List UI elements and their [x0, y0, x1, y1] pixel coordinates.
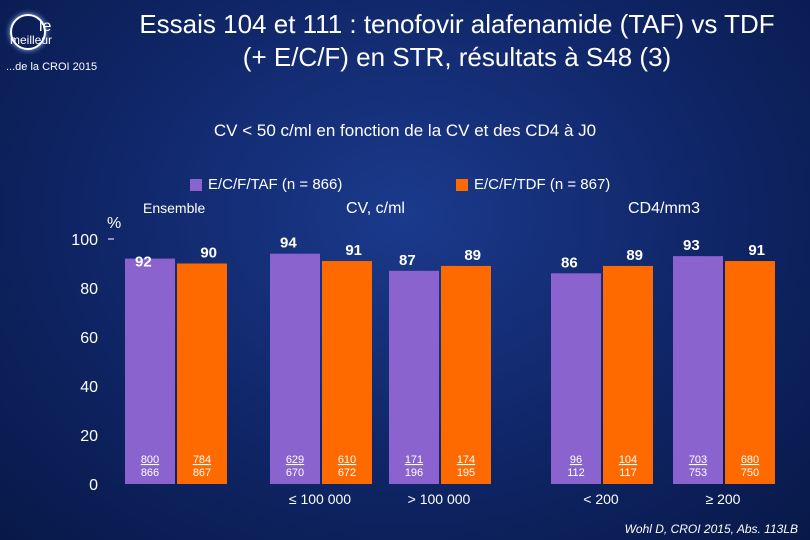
data-label-tdf: 89	[464, 247, 481, 264]
count-numerator: 96	[570, 454, 582, 466]
x-category-label: ≥ 200	[706, 491, 741, 507]
count-denominator: 195	[457, 467, 475, 479]
bar-taf	[125, 258, 175, 484]
count-denominator: 117	[619, 467, 637, 479]
croi-logo: le meilleur ...de la CROI 2015	[6, 8, 116, 78]
bar-tdf	[603, 265, 653, 484]
count-denominator: 750	[741, 467, 759, 479]
y-tick-label: 60	[80, 330, 98, 347]
legend-item-tdf: E/C/F/TDF (n = 867)	[456, 176, 610, 193]
count-denominator: 670	[286, 467, 304, 479]
source-citation: Wohl D, CROI 2015, Abs. 113LB	[624, 522, 798, 536]
bar-taf	[270, 253, 320, 484]
data-label-taf: 86	[561, 254, 578, 271]
y-tick-label: 100	[71, 232, 98, 249]
legend-label-taf: E/C/F/TAF (n = 866)	[208, 176, 343, 193]
count-numerator: 784	[193, 454, 211, 466]
x-category-label: > 100 000	[408, 491, 471, 507]
data-label-taf: 87	[399, 252, 416, 269]
y-tick-label: 0	[89, 477, 98, 494]
count-denominator: 112	[567, 467, 585, 479]
y-axis-label: %	[107, 215, 122, 232]
count-numerator: 703	[689, 454, 707, 466]
count-numerator: 680	[741, 454, 759, 466]
count-numerator: 104	[619, 454, 637, 466]
y-tick-label: 80	[80, 281, 98, 298]
count-denominator: 753	[689, 467, 707, 479]
count-numerator: 610	[338, 454, 356, 466]
bar-tdf	[177, 263, 227, 484]
bar-tdf	[322, 261, 372, 484]
x-category-label: ≤ 100 000	[289, 491, 351, 507]
slide-title-line1: Essais 104 et 111 : tenofovir alafenamid…	[139, 9, 775, 39]
legend-swatch-tdf	[456, 178, 468, 191]
data-label-tdf: 90	[200, 245, 217, 262]
count-numerator: 171	[405, 454, 423, 466]
data-label-tdf: 91	[345, 242, 362, 259]
y-tick-label: 20	[80, 428, 98, 445]
data-label-tdf: 89	[626, 247, 643, 264]
data-label-tdf: 91	[748, 242, 765, 259]
chart-title: CV < 50 c/ml en fonction de la CV et des…	[213, 121, 597, 140]
count-numerator: 629	[286, 454, 304, 466]
x-category-label: < 200	[583, 491, 619, 507]
bar-tdf	[441, 265, 491, 484]
count-denominator: 196	[405, 467, 423, 479]
slide-title-line2: (+ E/C/F) en STR, résultats à S48 (3)	[242, 42, 672, 72]
logo-text-meilleur: meilleur	[10, 33, 53, 47]
count-denominator: 867	[193, 467, 211, 479]
data-label-taf: 92	[135, 254, 152, 271]
data-label-taf: 93	[683, 237, 700, 254]
group-header-overall: Ensemble	[143, 200, 206, 216]
bar-taf	[551, 273, 601, 484]
bar-taf	[673, 256, 723, 484]
bar-tdf	[725, 261, 775, 484]
y-tick-label: 40	[80, 379, 98, 396]
slide-title: Essais 104 et 111 : tenofovir alafenamid…	[110, 8, 804, 74]
count-numerator: 800	[141, 454, 159, 466]
legend-label-tdf: E/C/F/TDF (n = 867)	[474, 176, 611, 193]
bar-taf	[389, 270, 439, 484]
group-header-cd4: CD4/mm3	[628, 200, 701, 217]
logo-text-le: le	[39, 18, 52, 35]
logo-text-croi: ...de la CROI 2015	[6, 61, 98, 73]
count-denominator: 672	[338, 467, 356, 479]
count-denominator: 866	[141, 467, 159, 479]
count-numerator: 174	[457, 454, 475, 466]
data-label-taf: 94	[280, 235, 297, 252]
legend-swatch-taf	[190, 178, 202, 191]
group-header-viral-load: CV, c/ml	[346, 200, 405, 217]
logo-ring-icon	[10, 14, 46, 50]
legend-item-taf: E/C/F/TAF (n = 866)	[190, 176, 342, 193]
